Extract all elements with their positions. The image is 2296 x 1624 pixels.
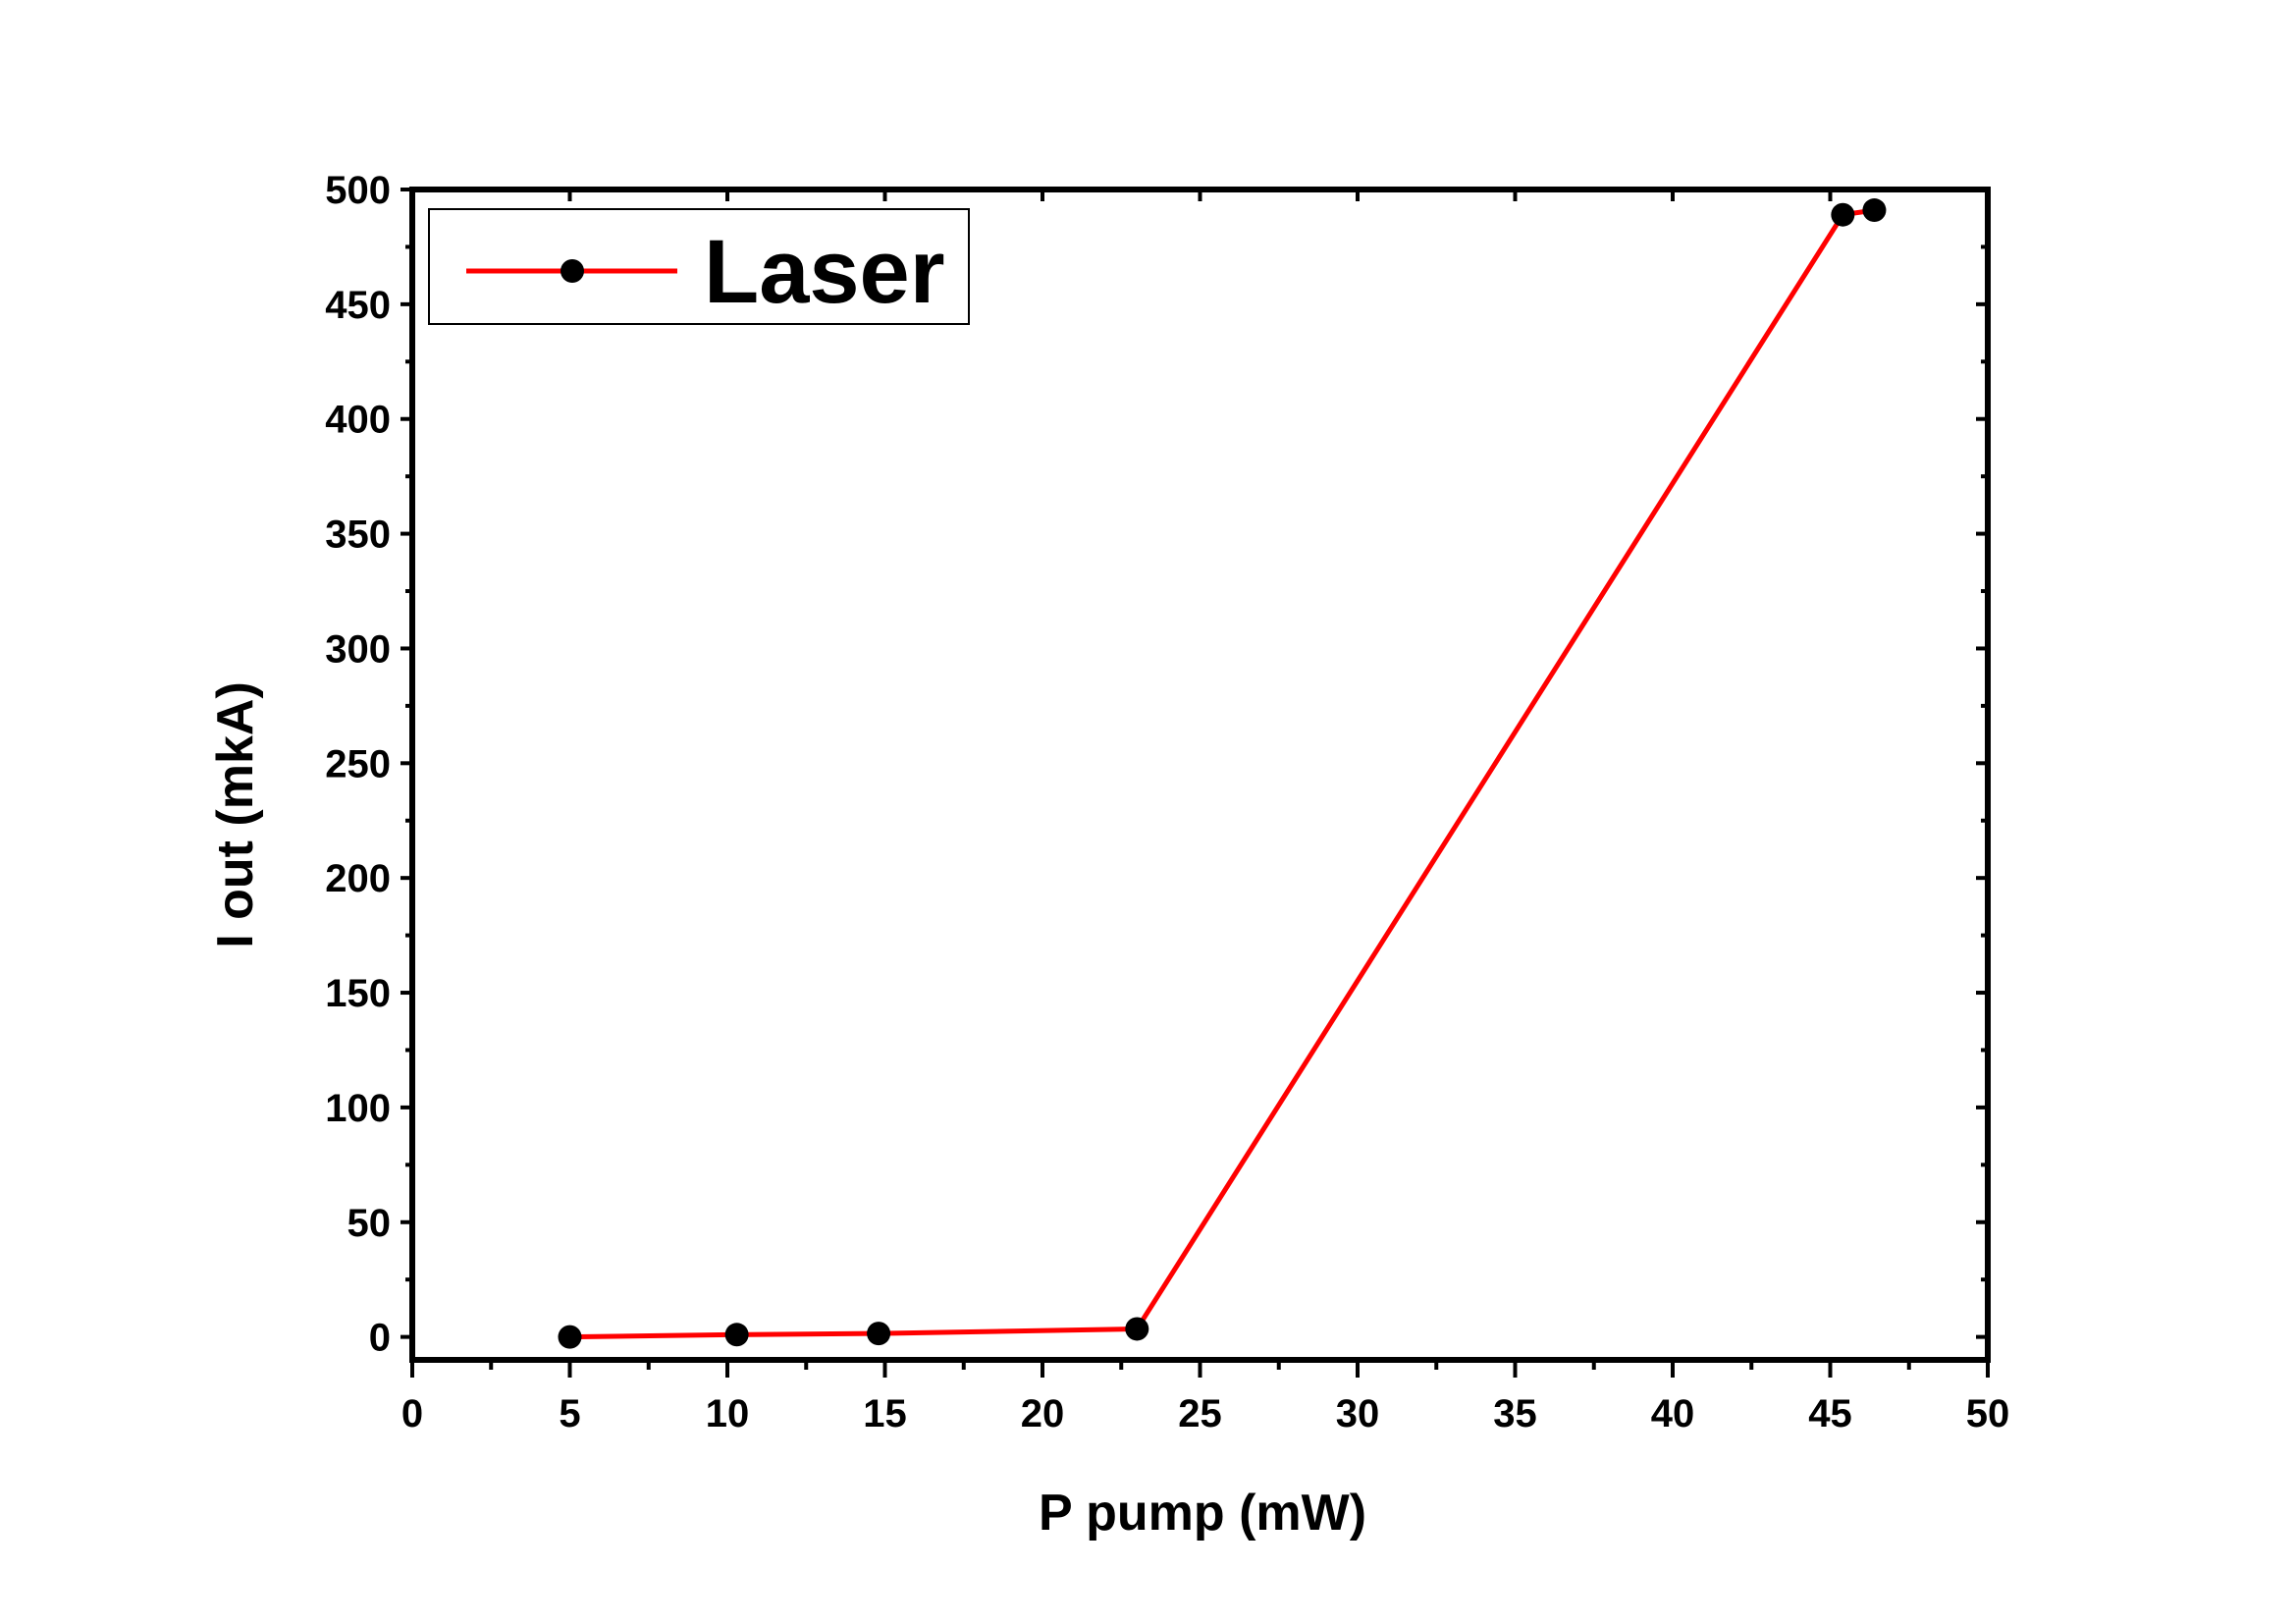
x-axis-title: P pump (mW) [1039,1485,1366,1542]
x-tick-label: 20 [1021,1392,1065,1435]
y-tick-label: 450 [325,284,391,327]
y-tick-label: 500 [325,169,391,212]
y-tick-label: 100 [325,1087,391,1130]
y-tick-label: 150 [325,972,391,1015]
x-tick-label: 45 [1808,1392,1852,1435]
x-tick-label: 25 [1178,1392,1222,1435]
x-tick-label: 0 [401,1392,423,1435]
x-tick-label: 35 [1493,1392,1537,1435]
plot-area [409,187,1991,1363]
x-tick-label: 40 [1651,1392,1695,1435]
legend-label-laser: Laser [704,222,945,322]
legend-box [428,208,970,325]
y-tick-label: 400 [325,399,391,442]
x-tick-label: 5 [559,1392,580,1435]
y-axis-title: I out (mkA) [207,681,264,948]
legend-marker-sample [561,259,584,283]
series-layer [558,198,1887,1349]
data-point [867,1322,891,1346]
y-tick-label: 350 [325,514,391,557]
x-tick-label: 15 [863,1392,907,1435]
x-tick-label: 50 [1966,1392,2010,1435]
x-tick-label: 30 [1336,1392,1380,1435]
y-tick-label: 300 [325,627,391,671]
x-tick-label: 10 [706,1392,750,1435]
y-tick-label: 200 [325,857,391,900]
data-point [724,1323,749,1347]
legend: Laser [428,208,970,325]
y-axis-ticks: 0 50 100 150 200 250 300 350 400 450 500 [325,169,1988,1360]
data-point [1862,198,1887,223]
y-tick-label: 50 [347,1202,392,1245]
series-line-0 [569,207,1875,1340]
plot-frame [409,187,1991,1363]
y-tick-label: 0 [369,1317,391,1360]
x-axis-ticks: 0 5 10 15 20 25 30 35 40 45 50 [401,189,2009,1435]
data-point [1831,202,1855,227]
data-point [1125,1317,1149,1341]
y-tick-label: 250 [325,742,391,785]
data-point [558,1325,582,1349]
